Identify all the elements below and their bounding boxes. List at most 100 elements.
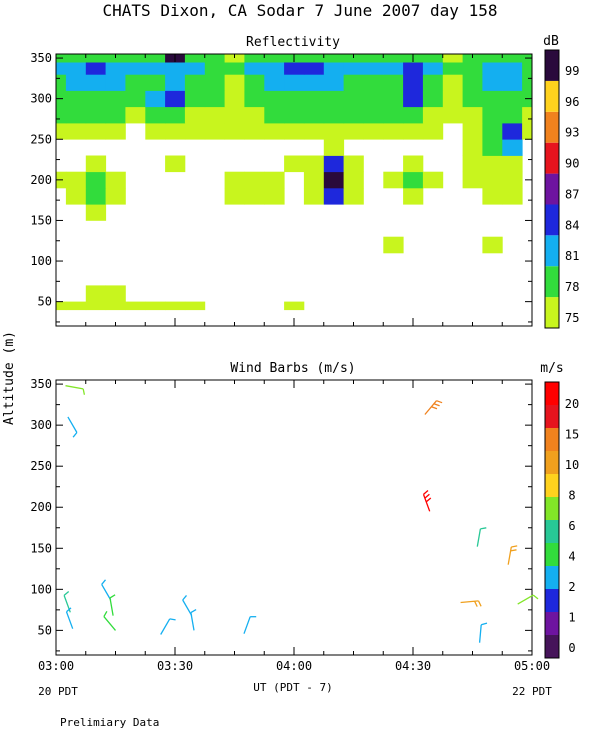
wind-colorbar-swatch xyxy=(545,589,559,612)
reflectivity-colorbar-swatch xyxy=(545,111,559,143)
reflectivity-cell xyxy=(165,155,186,173)
reflectivity-colorbar-swatch xyxy=(545,173,559,205)
reflectivity-cell xyxy=(244,106,265,124)
reflectivity-y-tick-label: 100 xyxy=(30,254,52,268)
wind-barb-flag xyxy=(436,400,443,404)
reflectivity-cell xyxy=(105,285,126,302)
reflectivity-cell xyxy=(85,204,107,221)
reflectivity-cell xyxy=(303,74,325,91)
reflectivity-cell xyxy=(462,106,483,124)
reflectivity-cell xyxy=(244,62,265,75)
wind-barb-flag xyxy=(101,579,107,585)
wind-barb-flag xyxy=(477,600,482,607)
reflectivity-cell xyxy=(422,54,444,63)
reflectivity-cell xyxy=(224,106,245,124)
reflectivity-cell xyxy=(323,139,345,156)
wind-colorbar-frame xyxy=(544,381,560,659)
reflectivity-cell xyxy=(204,123,226,140)
wind-barb-flag xyxy=(66,607,72,613)
wind-colorbar-label: 4 xyxy=(568,550,575,564)
reflectivity-cell xyxy=(343,74,364,91)
reflectivity-cell xyxy=(502,54,523,63)
reflectivity-colorbar-label: 75 xyxy=(565,311,579,325)
reflectivity-cell xyxy=(224,74,245,91)
wind-colorbar-swatch xyxy=(545,474,559,497)
reflectivity-cell xyxy=(145,106,166,124)
reflectivity-cell xyxy=(462,155,483,173)
reflectivity-cell xyxy=(85,301,107,311)
wind-y-tick-label: 300 xyxy=(30,418,52,432)
reflectivity-cell xyxy=(462,74,483,91)
reflectivity-cell xyxy=(422,171,444,189)
reflectivity-cell xyxy=(184,62,206,75)
wind-colorbar-label: 1 xyxy=(568,611,575,625)
reflectivity-cell xyxy=(482,139,503,156)
reflectivity-cell xyxy=(165,90,186,108)
reflectivity-cell xyxy=(482,155,503,173)
reflectivity-cell xyxy=(403,188,424,205)
reflectivity-cell xyxy=(65,106,87,124)
reflectivity-cell xyxy=(422,90,444,108)
reflectivity-cell xyxy=(403,123,424,140)
wind-barb xyxy=(65,385,86,395)
reflectivity-cell xyxy=(56,123,67,140)
wind-barb-staff xyxy=(476,528,482,547)
reflectivity-colorbar: 75 78 81 84 87 90 93 96 99 xyxy=(544,49,579,329)
reflectivity-cell xyxy=(284,74,305,91)
reflectivity-y-tick-label: 200 xyxy=(30,173,52,187)
reflectivity-cell xyxy=(522,123,533,140)
wind-barb-staff xyxy=(190,612,195,631)
wind-barb-flag xyxy=(433,403,440,407)
wind-barb-flag xyxy=(424,493,430,499)
reflectivity-cell xyxy=(125,54,146,63)
reflectivity-cell xyxy=(85,155,107,173)
reflectivity-cell xyxy=(323,171,345,189)
reflectivity-cell xyxy=(363,62,384,75)
wind-colorbar-label: m/s xyxy=(540,361,563,376)
altitude-axis-label: Altitude (m) xyxy=(2,331,17,425)
reflectivity-cell xyxy=(482,90,503,108)
wind-barb-flag xyxy=(425,497,432,503)
right-footnote: 22 PDT xyxy=(512,685,552,698)
wind-barb-flag xyxy=(481,622,488,626)
wind-barb-flag xyxy=(72,432,78,438)
reflectivity-cell xyxy=(244,90,265,108)
reflectivity-cell xyxy=(224,123,245,140)
reflectivity-cell xyxy=(403,62,424,75)
wind-barb-staff xyxy=(478,624,482,643)
wind-barb-flag xyxy=(423,490,429,495)
reflectivity-cell xyxy=(442,106,464,124)
reflectivity-cell xyxy=(343,106,364,124)
reflectivity-cells xyxy=(56,54,533,311)
reflectivity-colorbar-label: 96 xyxy=(565,95,579,109)
reflectivity-colorbar-label: 99 xyxy=(565,64,579,78)
reflectivity-cell xyxy=(284,301,305,311)
reflectivity-cell xyxy=(403,74,424,91)
reflectivity-cell xyxy=(502,74,523,91)
wind-barb-flag xyxy=(190,609,197,614)
reflectivity-cell xyxy=(65,90,87,108)
reflectivity-colorbar-label: 93 xyxy=(565,126,579,140)
reflectivity-colorbar-label: 87 xyxy=(565,187,579,201)
wind-barb-staff xyxy=(65,611,74,629)
reflectivity-cell xyxy=(85,188,107,205)
reflectivity-cell xyxy=(85,54,107,63)
reflectivity-cell xyxy=(224,188,245,205)
reflectivity-cell xyxy=(105,301,126,311)
wind-barb xyxy=(476,527,487,547)
wind-barb-plot: 03:00 03:30 04:00 04:30 05:00 50 100 150 200 250 3… xyxy=(30,377,550,673)
wind-barb xyxy=(478,622,488,643)
reflectivity-cell xyxy=(363,106,384,124)
wind-colorbar-swatch xyxy=(545,612,559,635)
reflectivity-cell xyxy=(85,74,107,91)
reflectivity-cell xyxy=(204,54,226,63)
reflectivity-cell xyxy=(482,123,503,140)
reflectivity-cell xyxy=(442,62,464,75)
wind-barb-flag xyxy=(109,594,116,599)
wind-frame xyxy=(55,379,533,656)
x-axis-label: UT (PDT - 7) xyxy=(253,681,332,694)
reflectivity-cell xyxy=(522,62,533,75)
wind-barb-staff xyxy=(65,385,84,390)
reflectivity-cell xyxy=(244,54,265,63)
wind-barb-flag xyxy=(103,610,108,617)
